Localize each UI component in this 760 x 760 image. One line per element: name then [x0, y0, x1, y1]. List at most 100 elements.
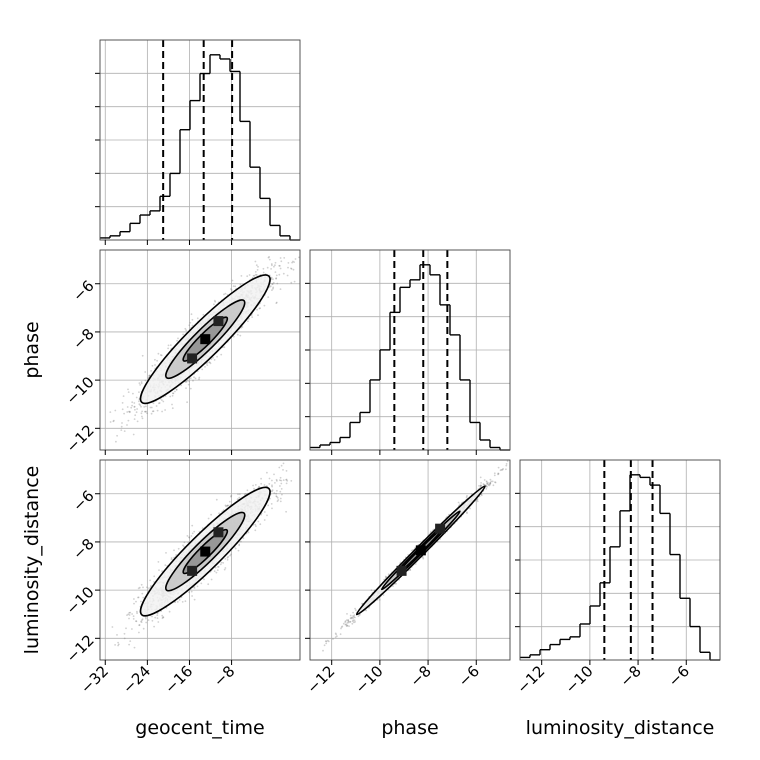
scatter-point — [193, 530, 196, 533]
scatter-point — [287, 248, 289, 250]
scatter-point — [215, 498, 218, 501]
scatter-point — [497, 466, 500, 469]
scatter-point — [130, 406, 133, 409]
scatter-point — [160, 354, 163, 357]
scatter-point — [291, 261, 293, 264]
scatter-point — [230, 495, 232, 498]
scatter-point — [290, 480, 293, 482]
scatter-point — [158, 569, 160, 571]
scatter-point — [236, 333, 239, 336]
scatter-point — [488, 484, 491, 487]
histogram-phase — [305, 249, 511, 455]
scatter-point — [247, 320, 249, 323]
scatter-point — [126, 406, 129, 408]
scatter-point — [267, 296, 270, 298]
scatter-point — [131, 613, 134, 615]
scatter-point — [176, 339, 179, 342]
scatter-point — [152, 410, 155, 413]
scatter-point — [293, 261, 295, 263]
scatter-point — [271, 507, 273, 510]
scatter-point — [143, 406, 146, 408]
scatter-point — [193, 587, 196, 589]
scatter-point — [196, 585, 199, 588]
scatter-point — [201, 368, 204, 371]
scatter-point — [223, 568, 226, 571]
scatter-point — [191, 595, 194, 597]
scatter-point — [279, 288, 282, 290]
scatter-point — [173, 549, 175, 552]
scatter-point — [188, 536, 191, 539]
scatter-point — [144, 410, 147, 413]
scatter-point — [185, 387, 187, 389]
scatter-point — [243, 493, 246, 496]
scatter-point — [275, 277, 277, 280]
scatter-point — [254, 273, 257, 276]
scatter-point — [186, 401, 189, 404]
scatter-point — [248, 318, 250, 320]
scatter-point — [153, 581, 155, 583]
scatter-point — [228, 500, 231, 503]
scatter-point — [210, 513, 213, 516]
scatter-point — [133, 405, 136, 408]
scatter-point — [272, 287, 274, 290]
scatter-point — [280, 479, 283, 482]
scatter-point — [274, 271, 277, 273]
scatter-point — [127, 391, 130, 393]
scatter-point — [226, 558, 229, 561]
scatter-point — [263, 484, 266, 486]
scatter-point — [299, 457, 301, 459]
scatter-point — [140, 600, 142, 603]
scatter-point — [168, 610, 171, 613]
scatter-point — [216, 355, 219, 358]
scatter-point — [154, 364, 156, 366]
scatter-point — [132, 615, 135, 618]
scatter-point — [138, 403, 141, 405]
scatter-point — [268, 286, 271, 288]
scatter-point — [239, 283, 242, 286]
scatter-point — [138, 624, 141, 627]
scatter-point — [133, 646, 136, 649]
scatter-point — [273, 265, 275, 268]
scatter-point — [152, 402, 155, 405]
scatter-point — [135, 396, 138, 399]
scatter-point — [142, 627, 145, 630]
scatter-point — [240, 540, 242, 543]
scatter-point — [175, 388, 178, 391]
scatter-point — [505, 464, 508, 467]
scatter-point — [352, 619, 355, 622]
density-cell — [187, 565, 198, 576]
scatter-point — [216, 569, 219, 571]
scatter-point — [206, 364, 209, 366]
scatter-point — [170, 558, 173, 561]
scatter-point — [282, 469, 284, 471]
scatter-point — [223, 293, 225, 296]
scatter-point — [220, 561, 223, 564]
scatter-point — [170, 557, 173, 559]
scatter-point — [154, 358, 156, 361]
scatter-point — [149, 579, 152, 582]
scatter-point — [220, 353, 223, 356]
scatter-point — [162, 616, 165, 619]
scatter-point — [138, 382, 141, 384]
scatter-panel-geocent_time-phase — [95, 248, 301, 455]
scatter-point — [126, 424, 128, 426]
scatter-point — [171, 394, 174, 397]
scatter-point — [280, 260, 283, 263]
scatter-point — [180, 384, 183, 387]
scatter-point — [285, 510, 287, 513]
scatter-point — [157, 561, 160, 563]
scatter-point — [276, 480, 278, 482]
scatter-point — [125, 627, 127, 630]
scatter-point — [141, 618, 144, 621]
scatter-point — [157, 352, 160, 355]
scatter-point — [129, 611, 132, 614]
scatter-point — [256, 308, 258, 311]
scatter-point — [133, 418, 136, 420]
scatter-point — [292, 268, 295, 271]
scatter-point — [290, 268, 293, 270]
scatter-point — [136, 420, 139, 423]
scatter-point — [158, 402, 161, 404]
scatter-point — [198, 378, 200, 381]
scatter-point — [422, 557, 425, 560]
scatter-point — [183, 541, 186, 544]
